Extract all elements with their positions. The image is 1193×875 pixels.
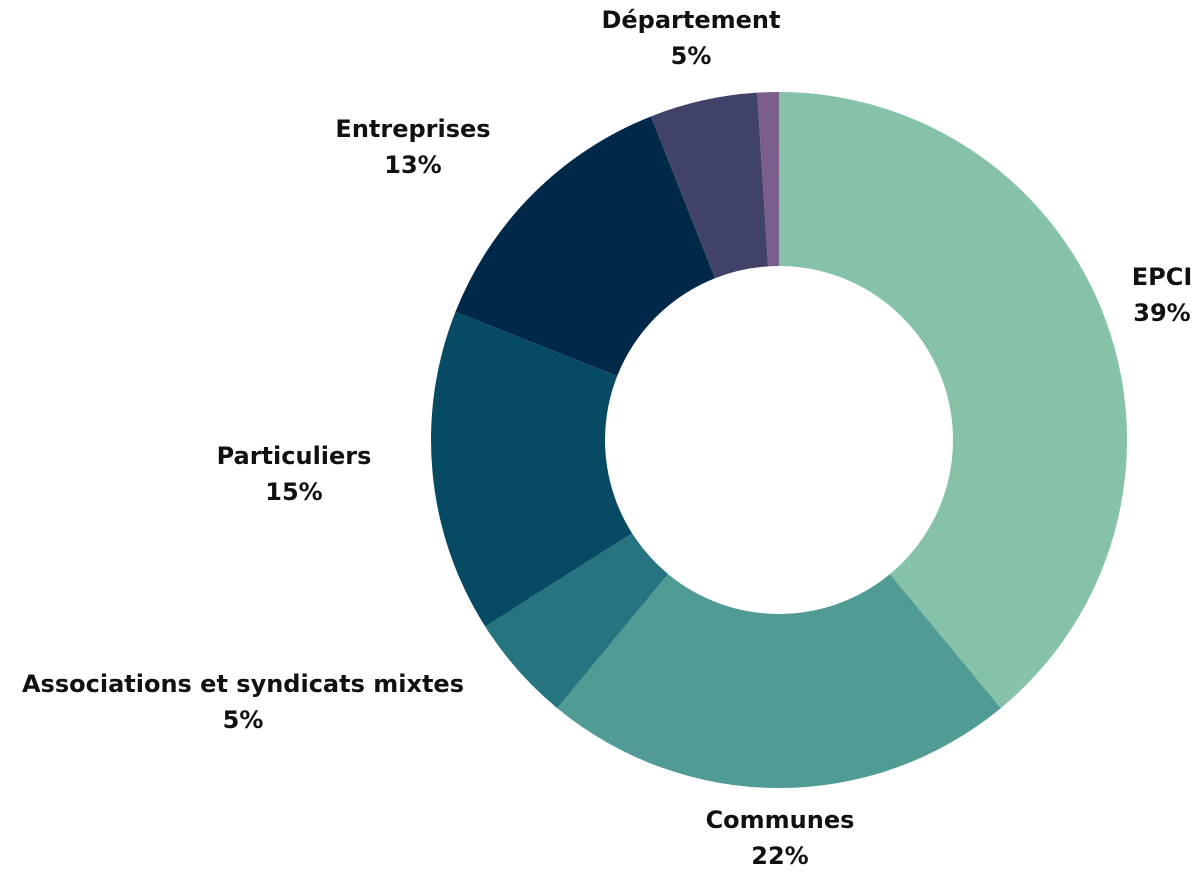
slice-value-label: 22% (751, 842, 808, 870)
slice-associations-et-syndicats-mixtes (485, 533, 669, 709)
slice-name-label: Entreprises (335, 115, 490, 143)
slice-value-label: 15% (265, 478, 322, 506)
slice-name-label: Particuliers (217, 442, 372, 470)
slice-value-label: 5% (671, 42, 712, 70)
slice-unlabeled (757, 92, 779, 267)
slice-name-label: Département (601, 6, 780, 34)
slice-value-label: 5% (223, 706, 264, 734)
slice-epci (779, 92, 1127, 709)
slice-name-label: Associations et syndicats mixtes (22, 670, 464, 698)
slice-value-label: 13% (384, 151, 441, 179)
donut-slices (431, 92, 1127, 788)
slice-communes (557, 574, 1001, 788)
slice-entreprises (455, 116, 715, 376)
slice-particuliers (431, 311, 633, 627)
slice-d-partement (650, 92, 769, 279)
slice-name-label: Communes (706, 806, 855, 834)
slice-labels: EPCI 39% Communes 22% Associations et syndic… (22, 6, 1192, 870)
slice-value-label: 39% (1133, 299, 1190, 327)
slice-name-label: EPCI (1132, 263, 1193, 291)
